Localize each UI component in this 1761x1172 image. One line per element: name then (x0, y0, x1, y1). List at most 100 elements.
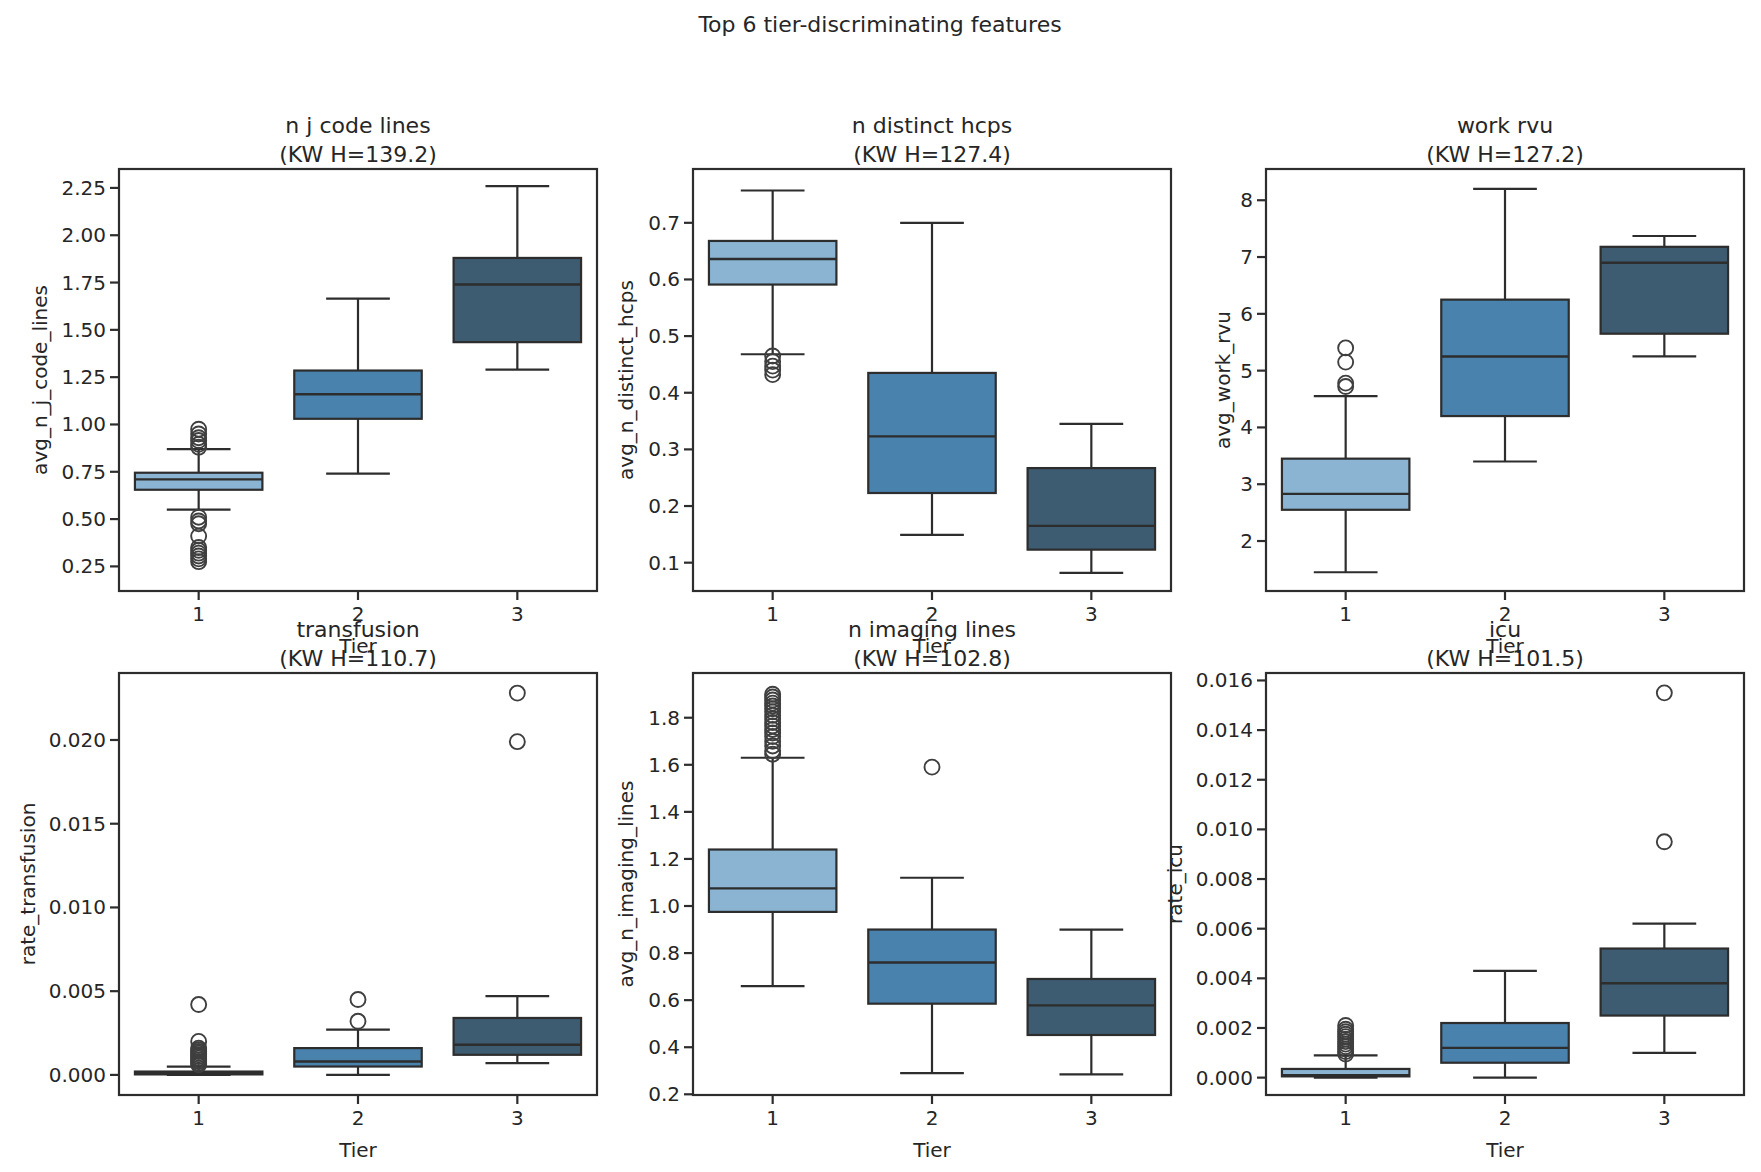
y-tick-label: 0.020 (49, 728, 106, 752)
box-tier-2 (868, 930, 995, 1004)
subplot-title: icu (1489, 617, 1521, 642)
subplot-n-distinct-hcps: n distinct hcps (KW H=127.4) avg_n_disti… (614, 113, 1171, 658)
outlier-point (510, 734, 525, 749)
y-tick-label: 0.25 (61, 554, 106, 578)
y-tick-label: 0.015 (49, 812, 106, 836)
subplot-subtitle: (KW H=102.8) (853, 646, 1011, 671)
y-tick-label: 0.4 (648, 381, 680, 405)
y-tick-label: 6 (1240, 302, 1253, 326)
x-tick-label: 3 (1658, 602, 1671, 626)
y-tick-label: 0.010 (49, 895, 106, 919)
subplot-n-imaging-lines: n imaging lines (KW H=102.8) avg_n_imagi… (614, 617, 1171, 1162)
x-axis-label: Tier (1485, 1138, 1524, 1162)
x-tick-label: 2 (926, 1106, 939, 1130)
y-tick-label: 1.50 (61, 318, 106, 342)
y-tick-label: 0.5 (648, 324, 680, 348)
y-tick-label: 0.002 (1196, 1016, 1253, 1040)
plot-area: 0.0000.0020.0040.0060.0080.0100.0120.014… (1196, 668, 1744, 1130)
y-tick-label: 4 (1240, 415, 1253, 439)
x-tick-label: 3 (1085, 602, 1098, 626)
x-axis-label: Tier (912, 1138, 951, 1162)
y-tick-label: 0.010 (1196, 817, 1253, 841)
x-axis-label: Tier (338, 1138, 377, 1162)
box-tier-3 (1601, 949, 1728, 1016)
subplot-subtitle: (KW H=139.2) (279, 142, 437, 167)
box-tier-2 (868, 373, 995, 493)
x-tick-label: 2 (1499, 1106, 1512, 1130)
outlier-point (351, 1014, 366, 1029)
y-axis-label: avg_n_j_code_lines (28, 285, 52, 475)
y-tick-label: 1.25 (61, 365, 106, 389)
y-tick-label: 0.2 (648, 494, 680, 518)
y-tick-label: 0.6 (648, 267, 680, 291)
subplot-subtitle: (KW H=110.7) (279, 646, 437, 671)
box-tier-3 (1028, 468, 1155, 550)
box-tier-1 (1282, 459, 1409, 510)
y-tick-label: 0.016 (1196, 668, 1253, 692)
y-tick-label: 0.006 (1196, 917, 1253, 941)
box-tier-2 (1441, 300, 1568, 416)
y-tick-label: 0.4 (648, 1035, 680, 1059)
box-tier-3 (1601, 247, 1728, 334)
box-tier-1 (709, 850, 836, 912)
y-tick-label: 7 (1240, 245, 1253, 269)
plot-area: 2345678123 (1240, 169, 1744, 626)
y-tick-label: 5 (1240, 359, 1253, 383)
y-axis-label: avg_work_rvu (1211, 311, 1235, 449)
y-tick-label: 0.008 (1196, 867, 1253, 891)
outlier-point (191, 997, 206, 1012)
box-tier-3 (454, 1018, 581, 1055)
x-tick-label: 1 (766, 602, 779, 626)
plot-area: 0.20.40.60.81.01.21.41.61.8123 (648, 673, 1171, 1130)
y-tick-label: 2.25 (61, 176, 106, 200)
subplot-title: transfusion (296, 617, 419, 642)
y-tick-label: 1.0 (648, 894, 680, 918)
figure-title: Top 6 tier-discriminating features (697, 12, 1061, 37)
outlier-point (925, 760, 940, 775)
subplot-icu: icu (KW H=101.5) rate_icu Tier 0.0000.00… (1163, 617, 1744, 1162)
subplot-transfusion: transfusion (KW H=110.7) rate_transfusio… (16, 617, 597, 1162)
x-tick-label: 3 (1658, 1106, 1671, 1130)
box-tier-2 (294, 1048, 421, 1066)
figure-canvas: Top 6 tier-discriminating features n j c… (0, 0, 1761, 1172)
y-tick-label: 0.014 (1196, 718, 1253, 742)
subplot-subtitle: (KW H=127.4) (853, 142, 1011, 167)
y-tick-label: 1.75 (61, 271, 106, 295)
outlier-point (510, 686, 525, 701)
y-tick-label: 0.75 (61, 460, 106, 484)
outlier-point (351, 992, 366, 1007)
outlier-point (1657, 685, 1672, 700)
x-tick-label: 3 (1085, 1106, 1098, 1130)
subplot-title: n distinct hcps (852, 113, 1012, 138)
x-tick-label: 1 (192, 602, 205, 626)
y-tick-label: 0.50 (61, 507, 106, 531)
y-tick-label: 0.3 (648, 437, 680, 461)
y-tick-label: 0.005 (49, 979, 106, 1003)
subplot-title: n imaging lines (848, 617, 1016, 642)
y-tick-label: 0.8 (648, 941, 680, 965)
outlier-point (1338, 379, 1353, 394)
box-tier-1 (709, 241, 836, 285)
outlier-point (1657, 834, 1672, 849)
y-axis-label: rate_icu (1163, 844, 1187, 924)
y-tick-label: 2 (1240, 529, 1253, 553)
plot-area: 0.10.20.30.40.50.60.7123 (648, 169, 1171, 626)
subplot-title: n j code lines (285, 113, 430, 138)
y-tick-label: 0.1 (648, 551, 680, 575)
plot-area: 0.250.500.751.001.251.501.752.002.25123 (61, 169, 597, 626)
y-tick-label: 1.8 (648, 706, 680, 730)
outlier-point (1338, 355, 1353, 370)
box-tier-1 (135, 473, 262, 490)
y-tick-label: 0.2 (648, 1082, 680, 1106)
y-tick-label: 0.7 (648, 211, 680, 235)
x-tick-label: 1 (1339, 1106, 1352, 1130)
y-axis-label: avg_n_imaging_lines (614, 781, 638, 988)
x-tick-label: 1 (766, 1106, 779, 1130)
box-tier-2 (1441, 1023, 1568, 1063)
x-tick-label: 1 (192, 1106, 205, 1130)
y-axis-label: avg_n_distinct_hcps (614, 280, 638, 480)
plot-area: 0.0000.0050.0100.0150.020123 (49, 673, 597, 1130)
boxplot-figure: Top 6 tier-discriminating features n j c… (0, 0, 1761, 1172)
y-tick-label: 1.2 (648, 847, 680, 871)
subplot-subtitle: (KW H=101.5) (1426, 646, 1584, 671)
